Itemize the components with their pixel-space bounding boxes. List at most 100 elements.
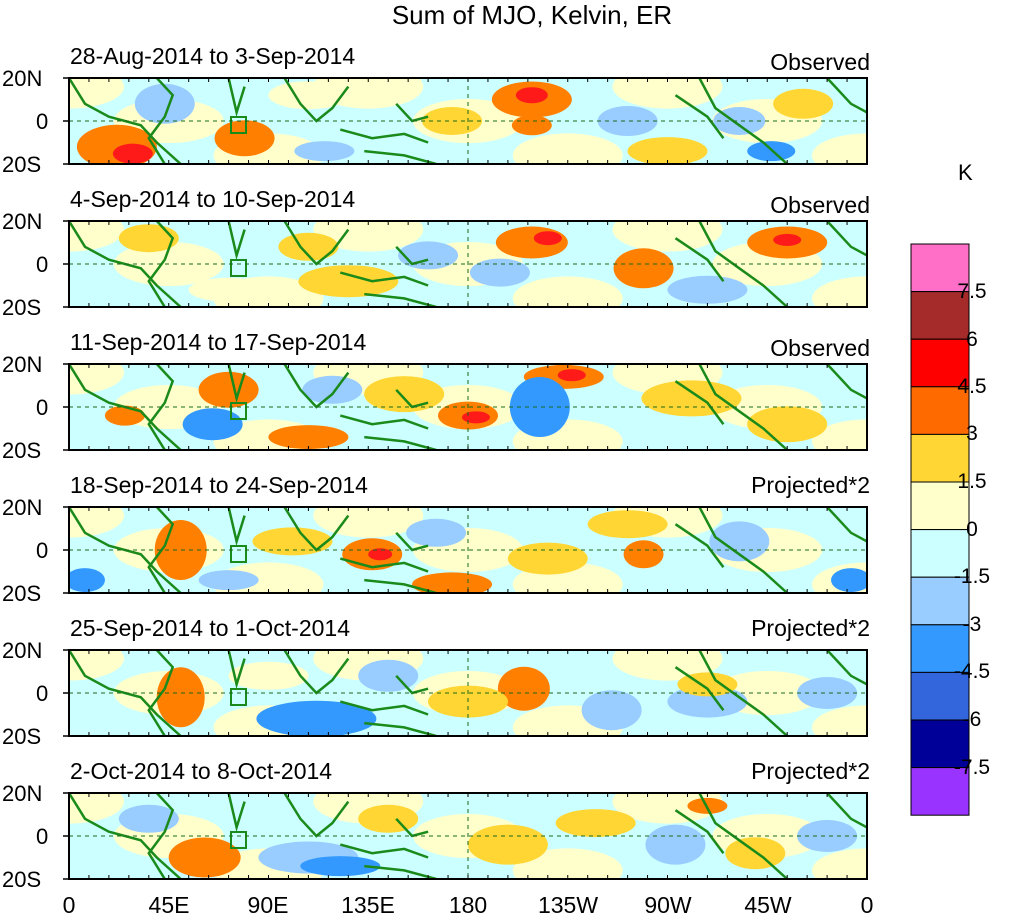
anomaly-patch: [812, 705, 867, 736]
lat-20n-p2: 20N: [2, 209, 43, 234]
coastline: [227, 364, 246, 404]
map-panel-5: [63, 649, 868, 737]
anomaly-patch: [156, 667, 205, 728]
anomaly-patch: [469, 258, 530, 287]
lat-20s-p2: 20S: [2, 295, 42, 320]
anomaly-patch: [581, 690, 642, 731]
anomaly-patch: [198, 371, 259, 408]
colorbar-unit: K: [958, 160, 973, 185]
anomaly-patch: [555, 809, 636, 838]
colorbar-swatch: [910, 481, 970, 531]
colorbar-swatch: [910, 719, 970, 769]
anomaly-patch: [294, 141, 355, 162]
coastline: [227, 221, 246, 261]
colorbar-label-neg7.5: -7.5: [953, 756, 991, 779]
anomaly-patch: [461, 411, 490, 424]
coastline: [826, 650, 867, 686]
coastline: [364, 149, 437, 164]
map-panel-4: [63, 506, 868, 594]
coastline: [227, 507, 246, 547]
coastline: [364, 864, 437, 879]
coastline: [69, 793, 182, 879]
coastline: [147, 221, 175, 307]
lat-0-p4: 0: [36, 538, 49, 563]
colorbar-label-neg3: -3: [962, 613, 982, 636]
anomaly-patch: [533, 231, 562, 246]
anomaly-patch: [497, 666, 550, 711]
coastline: [227, 78, 246, 118]
coastline: [339, 271, 429, 287]
colorbar-swatch: [910, 624, 970, 673]
colorbar-swatch: [910, 386, 970, 435]
anomaly-patch: [773, 88, 834, 119]
panel-5-type: Projected*2: [751, 615, 870, 641]
anomaly-patch: [302, 375, 363, 404]
anomaly-patch: [228, 661, 309, 690]
coastline: [674, 523, 725, 568]
colorbar-swatch: [910, 576, 970, 626]
lat-20s-p5: 20S: [2, 724, 42, 749]
anomaly-patch: [512, 133, 623, 164]
anomaly-patch: [368, 548, 393, 561]
coastline: [364, 435, 437, 450]
panel-5-date: 25-Sep-2014 to 1-Oct-2014: [70, 615, 351, 641]
coastline: [698, 793, 789, 879]
anomaly-patch: [612, 221, 723, 252]
coastline: [69, 78, 182, 164]
coastline: [339, 414, 429, 430]
anomaly-patch: [398, 241, 459, 270]
colorbar-label-neg1.5: -1.5: [953, 565, 991, 588]
anomaly-patch: [509, 377, 570, 437]
colorbar-label-4.5: 4.5: [957, 375, 987, 398]
anomaly-patch: [797, 677, 858, 709]
anomaly-patch: [134, 83, 195, 124]
anomaly-patch: [612, 78, 723, 109]
lon-label-90e: 90E: [247, 892, 289, 918]
panel-4-type: Projected*2: [751, 472, 870, 498]
coastline: [698, 221, 789, 307]
coastline: [339, 128, 429, 144]
coastline: [283, 364, 350, 409]
anomaly-patch: [511, 115, 552, 136]
coastline: [147, 507, 175, 593]
region-box: [230, 402, 247, 420]
region-box: [230, 545, 247, 563]
coastline: [698, 364, 789, 450]
coastline: [147, 650, 175, 736]
colorbar-swatch: [910, 243, 970, 293]
coastline: [698, 78, 789, 164]
anomaly-patch: [188, 277, 269, 302]
lat-0-p3: 0: [36, 395, 49, 420]
coastline: [674, 809, 725, 854]
anomaly-patch: [812, 848, 867, 879]
anomaly-patch: [831, 568, 867, 593]
colorbar-swatch: [910, 767, 970, 816]
anomaly-patch: [613, 248, 674, 289]
coastline: [69, 650, 182, 736]
colorbar-label-neg6: -6: [962, 708, 982, 731]
anomaly-patch: [118, 804, 179, 833]
panel-4-date: 18-Sep-2014 to 24-Sep-2014: [70, 472, 368, 498]
lat-20n-p4: 20N: [2, 495, 43, 520]
coastline: [698, 650, 789, 736]
panel-6-type: Projected*2: [751, 758, 870, 784]
anomaly-patch: [118, 224, 179, 253]
anomaly-patch: [812, 133, 867, 164]
coastline: [698, 507, 789, 593]
anomaly-patch: [667, 275, 748, 304]
coastline: [826, 78, 867, 114]
coastline: [395, 817, 429, 838]
coastline: [395, 388, 429, 409]
lat-20s-p3: 20S: [2, 438, 42, 463]
anomaly-patch: [812, 276, 867, 307]
coastline: [283, 507, 350, 552]
anomaly-patch: [256, 700, 377, 736]
lon-label-135w: 135W: [537, 892, 599, 918]
anomaly-patch: [214, 120, 275, 157]
lat-20s-p1: 20S: [2, 152, 42, 177]
coastline: [395, 531, 429, 552]
lon-label-45e: 45E: [148, 892, 190, 918]
coastline: [69, 364, 182, 450]
